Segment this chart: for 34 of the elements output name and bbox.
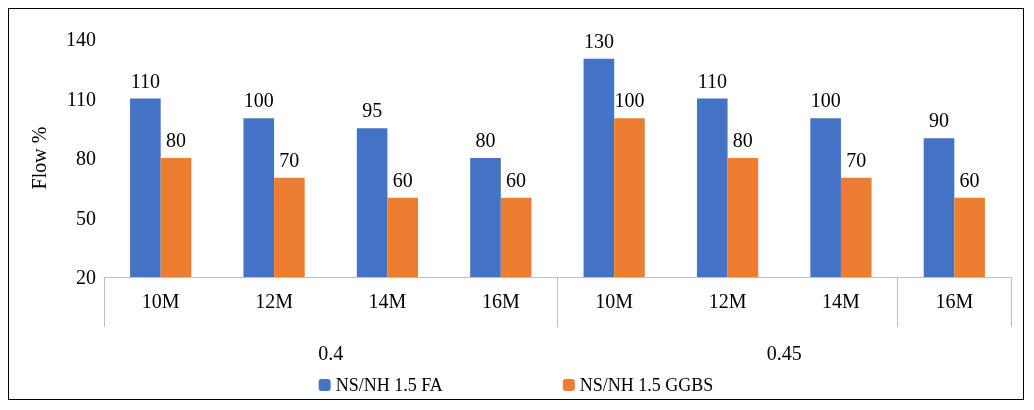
x-tick-label: 16M [481, 290, 520, 312]
y-axis-title: Flow % [28, 126, 50, 190]
y-tick-label: 80 [76, 147, 96, 169]
y-tick-label: 20 [76, 266, 96, 288]
data-label: 70 [279, 148, 300, 171]
x-tick-label: 16M [935, 290, 974, 312]
data-label: 110 [130, 69, 161, 92]
text: 0.4 [318, 342, 344, 364]
data-label: 60 [392, 168, 413, 191]
data-label: 100 [614, 89, 645, 112]
x-tick-label: 12M [255, 290, 294, 312]
data-label: 60 [959, 168, 980, 191]
data-label: 110 [697, 69, 727, 92]
data-label: 80 [165, 129, 186, 151]
data-label: 100 [243, 89, 274, 112]
y-tick-label: 110 [66, 87, 96, 110]
x-tick-label: 10M [595, 290, 634, 312]
y-tick-label: 140 [66, 28, 96, 50]
data-label: 130 [583, 29, 614, 52]
data-label: 70 [846, 148, 867, 171]
legend-label: NS/NH 1.5 FA [335, 375, 443, 395]
data-label: 80 [732, 129, 753, 151]
x-tick-label: 12M [708, 290, 747, 312]
x-tick-label: 14M [368, 290, 407, 312]
text: 0.45 [766, 342, 802, 364]
x-tick-label: 14M [822, 290, 861, 312]
legend-label: NS/NH 1.5 GGBS [579, 375, 714, 395]
data-label: 90 [929, 109, 950, 132]
data-label: 95 [362, 99, 383, 122]
data-label: 80 [475, 129, 496, 151]
x-tick-label: 10M [141, 290, 180, 312]
data-label: 100 [810, 89, 841, 112]
y-tick-label: 50 [76, 206, 96, 229]
data-label: 60 [506, 168, 527, 191]
